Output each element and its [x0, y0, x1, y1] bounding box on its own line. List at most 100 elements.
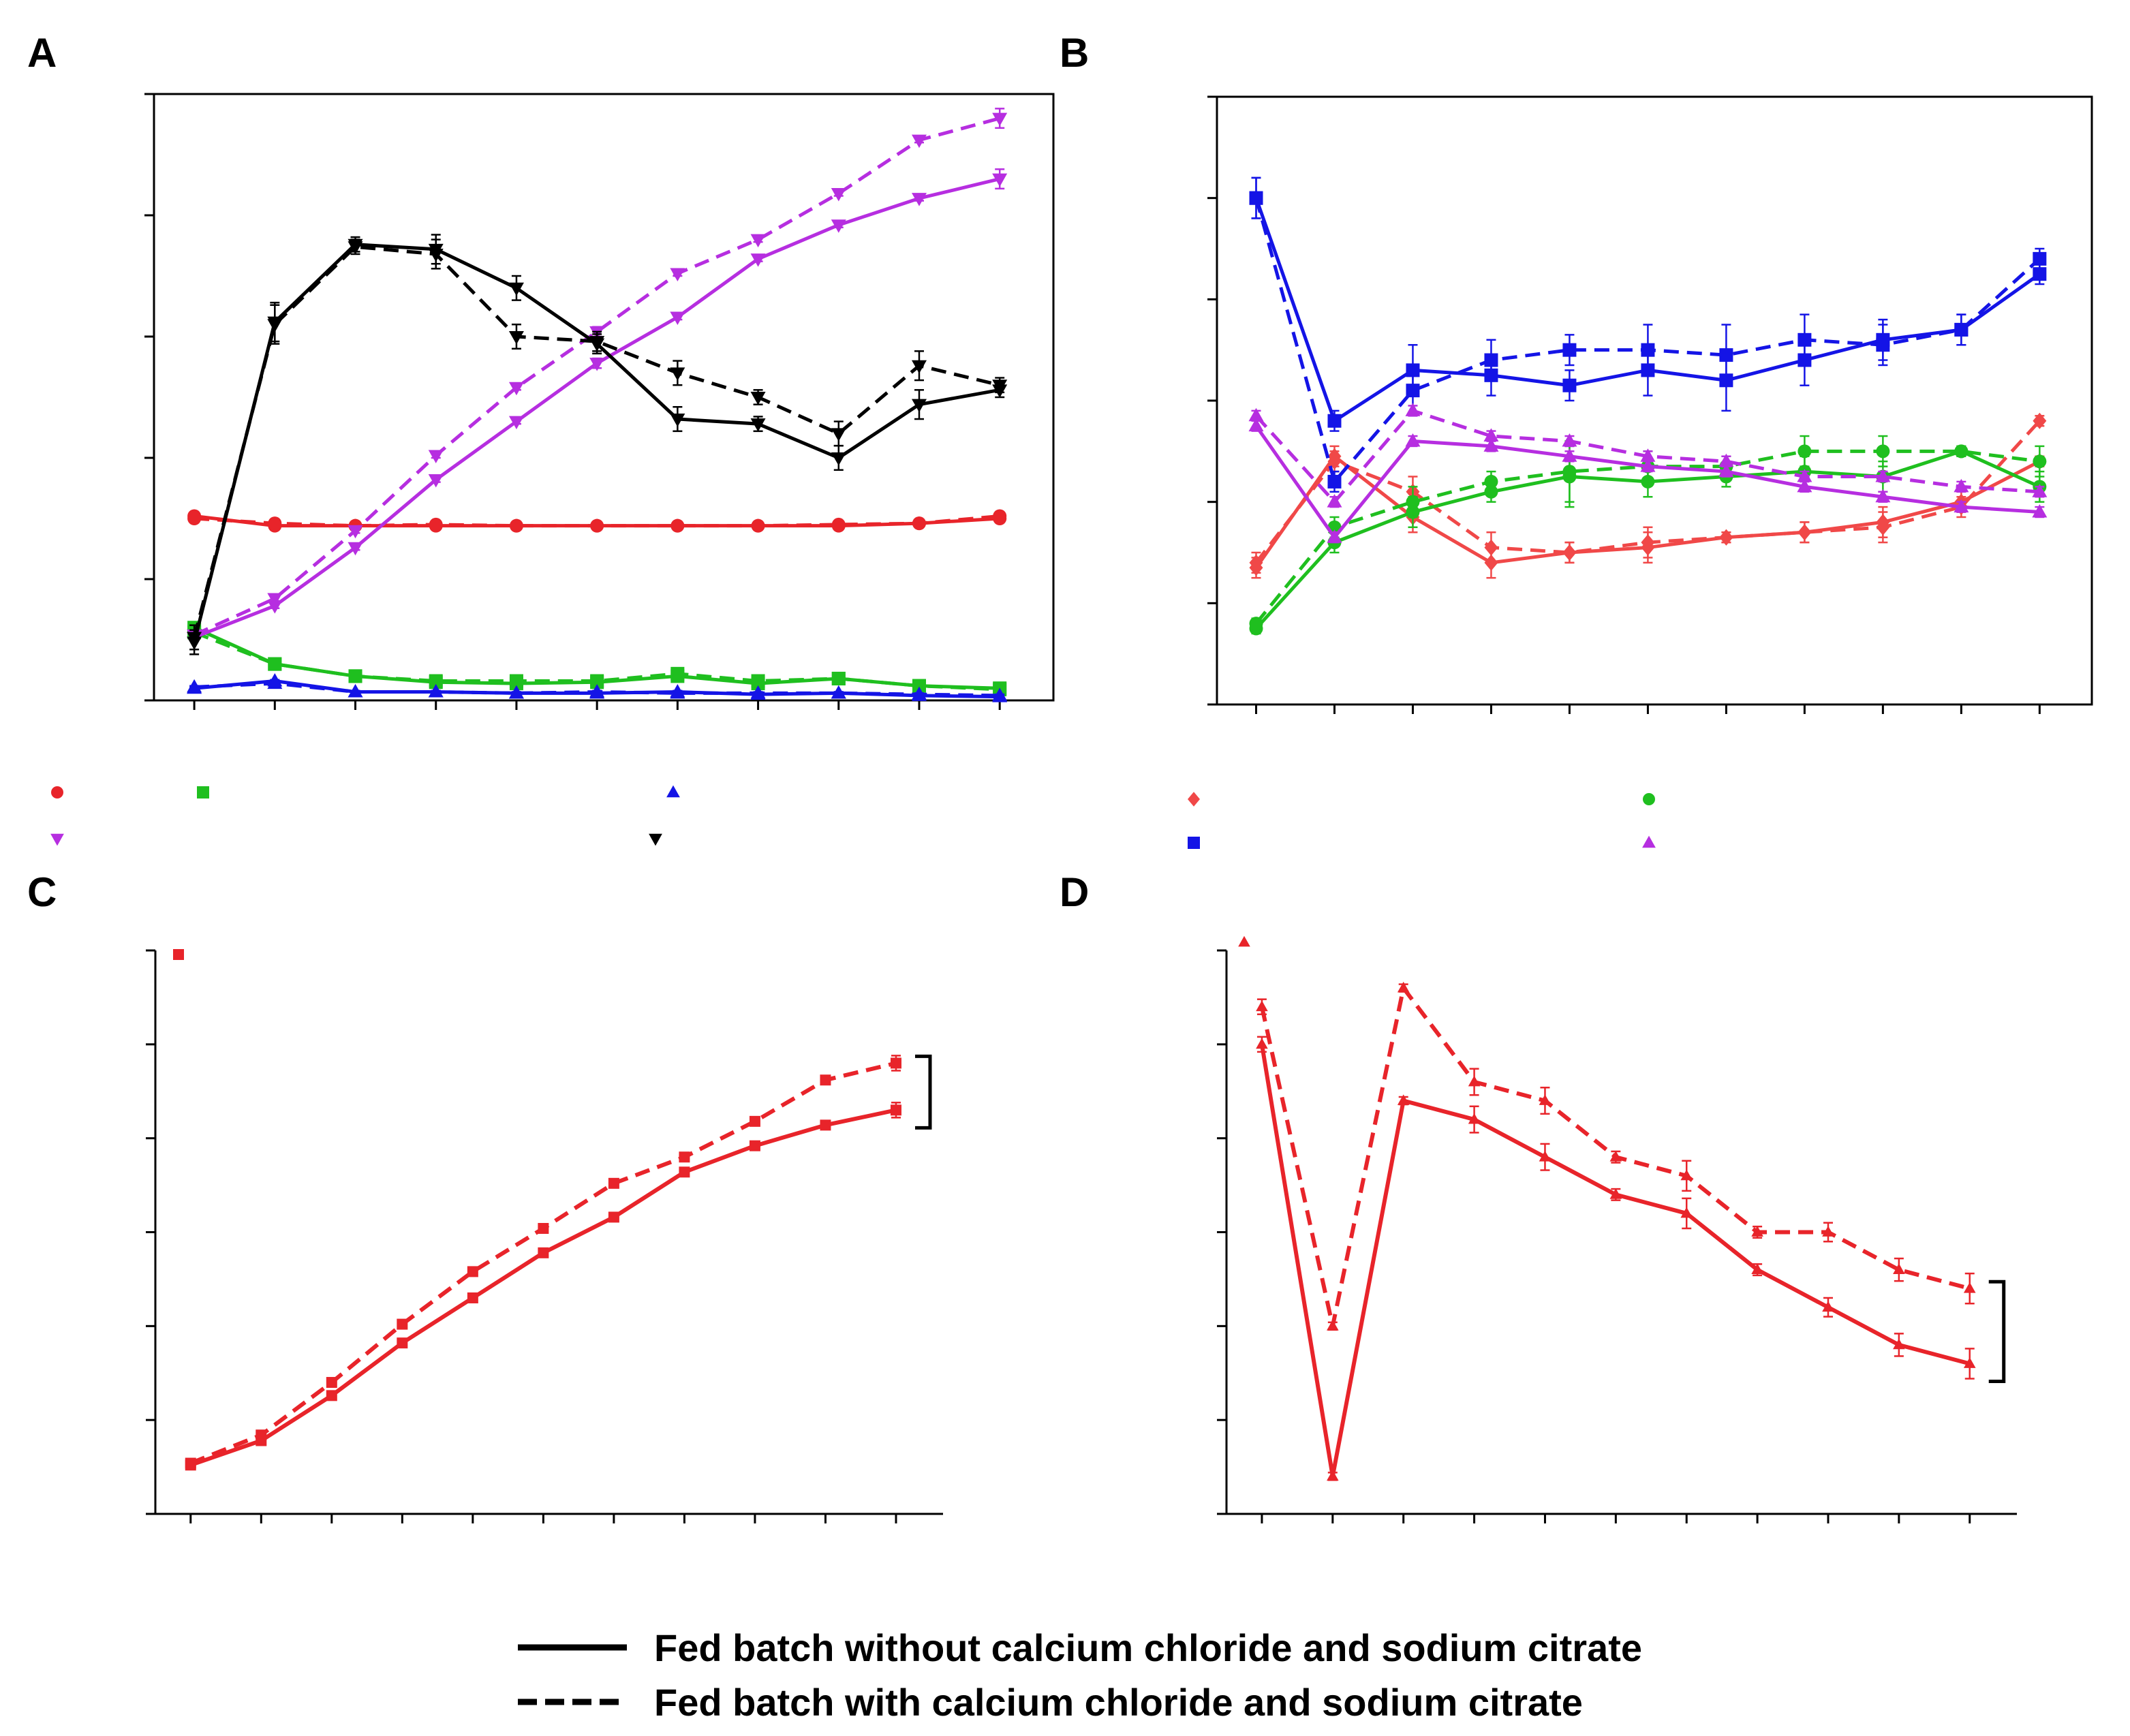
- panel-a-reducing-sugar-g-100ml-dashed-point: [670, 685, 685, 699]
- panel-a-ph-dashed-point: [670, 518, 685, 533]
- panel-b-germ-concentration-100-dashed-point: [1484, 474, 1498, 489]
- panel-a-reducing-sugar-g-100ml-dashed-point: [831, 685, 846, 699]
- panel-a-chart: [50, 93, 1055, 846]
- panel-a-ph-dashed-point: [429, 517, 443, 531]
- panel-b-amino-nitrogen-mg-100ml-dashed-point: [1797, 524, 1812, 541]
- panel-a-fermentation-potency-mg-l-10-2-dashed-point: [428, 450, 444, 463]
- panel-b-c1a-ratio-100-solid-point: [1405, 433, 1421, 447]
- panel-b-dissolved-oxygen-100-dashed-point: [1954, 322, 1969, 337]
- panel-b-dissolved-oxygen-100-dashed-point: [1562, 343, 1577, 357]
- panel-label-b: B: [1060, 30, 1089, 76]
- panel-c-fermentation-potency-dashed-point: [397, 1318, 408, 1330]
- panel-a-fermentation-potency-mg-l-10-2-dashed-point: [831, 187, 846, 202]
- panel-d-c1a-ratio-solid-point: [1822, 1301, 1834, 1312]
- panel-b-germ-concentration-100-dashed-point: [1954, 444, 1969, 459]
- panel-a-reducing-sugar-g-100ml-dashed-point: [267, 675, 283, 689]
- panel-d-c1a-ratio-dashed-point: [1893, 1263, 1905, 1275]
- panel-d-c1a-ratio-solid-point: [1963, 1357, 1976, 1368]
- panel-d-c1a-ratio-solid-point: [1609, 1188, 1622, 1199]
- panel-d-c1a-ratio-dashed-point: [1680, 1169, 1693, 1181]
- panel-b-c1a-ratio-100-solid-point: [1640, 459, 1656, 472]
- panel-d-chart: [1217, 935, 2017, 1523]
- panel-b-germ-concentration-100-dashed-point: [1406, 495, 1420, 509]
- panel-a-fermentation-potency-mg-l-10-2-dashed-point: [508, 382, 524, 396]
- panel-c-fermentation-potency-dashed-point: [608, 1177, 619, 1189]
- panel-b-germ-concentration-100-dashed-point: [1562, 465, 1577, 479]
- panel-a-fermentation-potency-mg-l-10-2-dashed-line: [194, 117, 1000, 637]
- panel-b-legend-marker-c1a-ratio-100: [1642, 835, 1656, 848]
- panel-d-c1a-ratio-solid-line: [1259, 1044, 1971, 1478]
- panel-b-legend-marker-germ-concentration-100: [1643, 793, 1655, 805]
- panel-a-fermentation-potency-mg-l-10-2-dashed-point: [267, 593, 283, 606]
- panel-b-dissolved-oxygen-100-dashed-point: [1484, 353, 1498, 367]
- panel-label-c: C: [27, 869, 57, 915]
- panel-a-plot-frame: [153, 93, 1055, 702]
- panel-d-c1a-ratio-dashed-point: [1963, 1282, 1976, 1293]
- panel-a-filtration-rate-ml-10min-dashed-point: [348, 241, 363, 255]
- panel-a-total-carbohydrate-g-100ml-dashed-point: [751, 674, 765, 688]
- panel-d-c1a-ratio-solid-point: [1893, 1338, 1905, 1350]
- panel-b-c1a-ratio-100-dashed-point: [1718, 453, 1734, 467]
- panel-a-total-carbohydrate-g-100ml-dashed-line: [194, 630, 1000, 692]
- panel-b-c1a-ratio-100-dashed-point: [1875, 469, 1891, 482]
- panel-c-fermentation-potency-solid-point: [467, 1292, 478, 1303]
- panel-a-fermentation-potency-mg-l-10-2-dashed-point: [750, 234, 766, 248]
- panel-b-amino-nitrogen-mg-100ml-dashed-point: [1719, 529, 1733, 546]
- panel-a-ph-dashed-point: [993, 509, 1007, 523]
- panel-b-c1a-ratio-100-solid-point: [2032, 504, 2048, 518]
- panel-a-fermentation-potency-mg-l-10-2-dashed-point: [911, 134, 927, 149]
- panel-b-c1a-ratio-100-solid-point: [1718, 463, 1734, 478]
- panel-a-total-carbohydrate-g-100ml-dashed-point: [831, 671, 846, 685]
- panel-a-filtration-rate-ml-10min-solid-line: [192, 243, 1000, 643]
- panel-c-fermentation-potency-dashed-point: [326, 1377, 337, 1389]
- panel-a-filtration-rate-ml-10min-dashed-point: [670, 367, 685, 381]
- panel-a-fermentation-potency-mg-l-10-2-solid-point: [831, 219, 846, 233]
- panel-a-filtration-rate-ml-10min-dashed-point: [750, 392, 766, 405]
- panel-d-c1a-ratio-dashed-point: [1327, 1320, 1339, 1331]
- panel-a-fermentation-potency-mg-l-10-2-solid-point: [589, 358, 605, 371]
- panel-a-fermentation-potency-mg-l-10-2-solid-point: [508, 416, 524, 430]
- panel-a-filtration-rate-ml-10min-solid-point: [750, 418, 766, 432]
- panel-a-fermentation-potency-mg-l-10-2-solid-point: [348, 542, 363, 556]
- panel-label-d: D: [1060, 869, 1089, 915]
- panel-a-fermentation-potency-mg-l-10-2-solid-point: [992, 173, 1008, 187]
- panel-b-amino-nitrogen-mg-100ml-dashed-point: [1484, 539, 1498, 556]
- panel-b-legend-marker-amino-nitrogen-mg-100ml: [1188, 792, 1200, 807]
- panel-c-fermentation-potency-dashed-point: [256, 1429, 267, 1441]
- panel-d-significance-bracket: [1988, 1280, 2006, 1383]
- panel-a-ph-dashed-point: [831, 517, 846, 531]
- panel-b-c1a-ratio-100-solid-point: [1797, 478, 1812, 493]
- panel-d-c1a-ratio-solid-point: [1539, 1151, 1552, 1162]
- panel-b-dissolved-oxygen-100-dashed-point: [1249, 191, 1263, 205]
- panel-d-c1a-ratio-solid-point: [1680, 1207, 1693, 1218]
- panel-a-reducing-sugar-g-100ml-dashed-point: [187, 679, 202, 693]
- panel-b-c1a-ratio-100-dashed-point: [1797, 469, 1812, 482]
- panel-b-c1a-ratio-100-dashed-point: [1954, 478, 1969, 493]
- line-style-legend: Fed batch without calcium chloride and s…: [518, 1626, 1642, 1724]
- panel-a-filtration-rate-ml-10min-dashed-point: [992, 379, 1008, 393]
- panel-a-legend-marker-ph: [51, 786, 63, 799]
- panel-d-c1a-ratio-dashed-point: [1256, 1000, 1268, 1012]
- panel-d-c1a-ratio-dashed-point: [1822, 1226, 1834, 1237]
- panel-c-fermentation-potency-solid-point: [890, 1104, 901, 1116]
- panel-c-fermentation-potency-solid-point: [538, 1247, 549, 1258]
- panel-c-fermentation-potency-solid-line: [189, 1108, 897, 1468]
- panel-a-legend-marker-filtration-rate-ml-10min: [649, 833, 662, 846]
- panel-b-c1a-ratio-100-dashed-point: [1248, 407, 1264, 422]
- panel-a-filtration-rate-ml-10min-dashed-point: [428, 248, 444, 262]
- panel-a-filtration-rate-ml-10min-dashed-line: [192, 245, 1000, 638]
- panel-a-filtration-rate-ml-10min-solid-point: [831, 452, 846, 466]
- panel-a-ph-dashed-point: [187, 512, 202, 525]
- panel-a-total-carbohydrate-g-100ml-dashed-point: [509, 674, 523, 688]
- panel-b-chart: [1188, 95, 2093, 849]
- panel-c-fermentation-potency-solid-point: [608, 1211, 619, 1223]
- panel-c-fermentation-potency-dashed-line: [189, 1061, 897, 1466]
- panel-b-amino-nitrogen-mg-100ml-dashed-point: [1876, 518, 1890, 536]
- panel-b-dissolved-oxygen-100-dashed-point: [1719, 348, 1733, 362]
- panel-a-reducing-sugar-g-100ml-dashed-point: [750, 685, 766, 699]
- panel-b-amino-nitrogen-mg-100ml-dashed-point: [1641, 534, 1655, 551]
- panel-b-c1a-ratio-100-solid-point: [1483, 438, 1499, 452]
- panel-a-filtration-rate-ml-10min-dashed-point: [267, 319, 283, 332]
- panel-c-fermentation-potency-dashed-point: [820, 1074, 831, 1086]
